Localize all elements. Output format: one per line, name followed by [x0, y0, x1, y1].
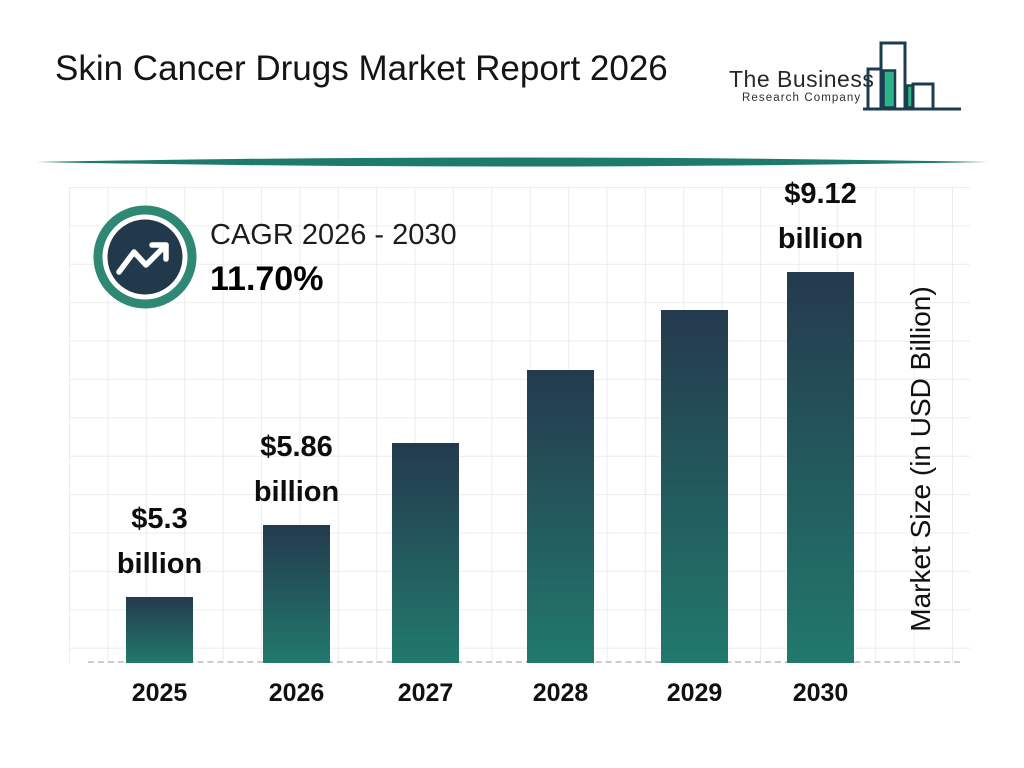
bar-value-label-2030: $9.12 billion: [778, 172, 863, 262]
bar-chart-skyline-icon: [863, 41, 961, 111]
cagr-badge: [93, 205, 197, 309]
bar-value-unit: billion: [116, 548, 203, 580]
bar-2030: [787, 272, 854, 663]
cagr-range-label: CAGR 2026 - 2030: [210, 219, 457, 251]
y-axis-title: Market Size (in USD Billion): [905, 286, 936, 632]
x-axis-label-2027: 2027: [397, 679, 454, 707]
logo-text-secondary: Research Company: [742, 92, 862, 104]
cagr-value: 11.70%: [210, 260, 324, 298]
logo-text-primary: The Business: [729, 66, 875, 92]
page-title: Skin Cancer Drugs Market Report 2026: [55, 49, 668, 88]
trending-up-icon: [116, 242, 169, 275]
x-axis-label-2026: 2026: [268, 679, 325, 707]
logo-green-bar-small: [905, 84, 914, 109]
bar-value-amount: $9.12: [784, 178, 857, 210]
bar-value-amount: $5.86: [260, 431, 333, 463]
x-axis-label-2028: 2028: [532, 679, 589, 707]
bar-2028: [527, 370, 594, 663]
bar-2026: [263, 525, 330, 663]
bar-value-unit: billion: [253, 476, 340, 508]
logo-green-bar: [882, 69, 897, 109]
x-axis-label-2029: 2029: [666, 679, 723, 707]
x-axis-baseline: [88, 661, 960, 663]
bar-value-label-2025: $5.3 billion: [117, 497, 202, 587]
bar-2025: [126, 597, 193, 663]
bar-value-amount: $5.3: [131, 503, 188, 535]
bar-2029: [661, 310, 728, 663]
bar-value-label-2026: $5.86 billion: [254, 425, 339, 515]
x-axis-label-2030: 2030: [792, 679, 849, 707]
bar-value-unit: billion: [777, 223, 864, 255]
header-divider: [36, 157, 988, 167]
bar-2027: [392, 443, 459, 663]
x-axis-label-2025: 2025: [131, 679, 188, 707]
